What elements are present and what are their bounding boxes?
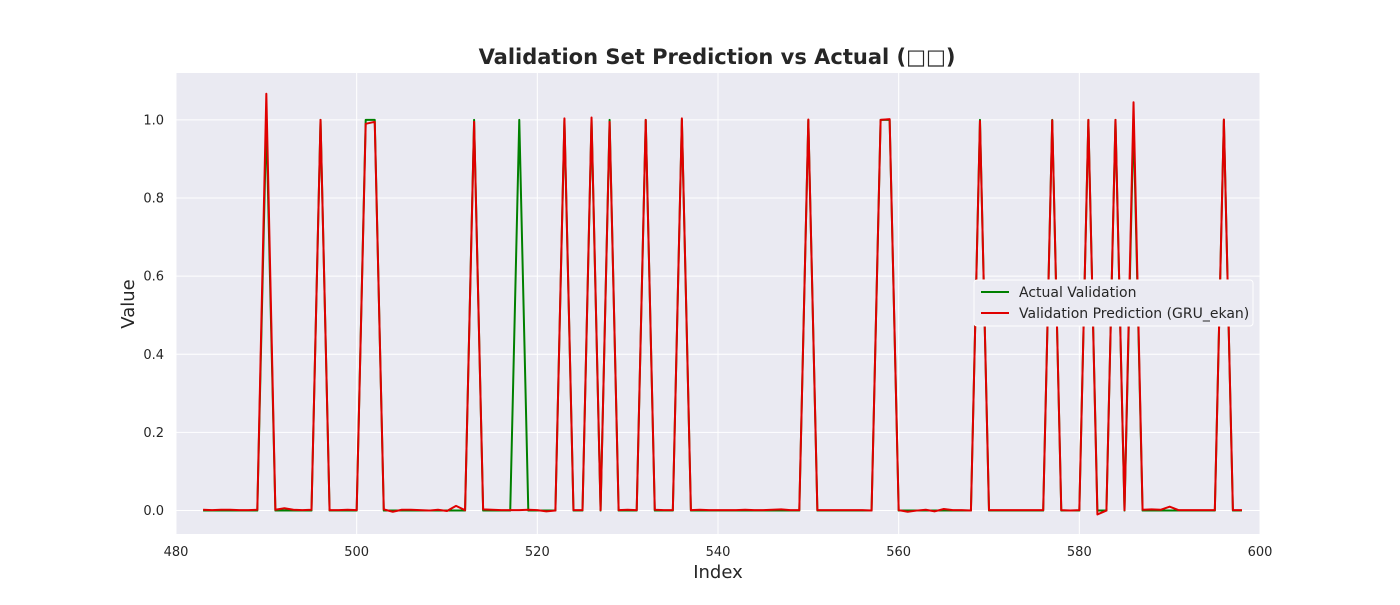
y-tick-label: 0.8 bbox=[143, 192, 164, 207]
y-tick-label: 1.0 bbox=[143, 113, 164, 128]
legend-box bbox=[973, 279, 1254, 327]
x-tick-label: 520 bbox=[525, 545, 550, 560]
x-tick-label: 480 bbox=[164, 545, 189, 560]
x-tick-label: 540 bbox=[706, 545, 731, 560]
legend-label-actual: Actual Validation bbox=[1019, 285, 1136, 301]
y-tick-label: 0.6 bbox=[143, 270, 164, 285]
y-axis-label: Value bbox=[118, 279, 139, 328]
x-tick-label: 580 bbox=[1067, 545, 1092, 560]
legend-label-prediction: Validation Prediction (GRU_ekan) bbox=[1019, 306, 1249, 322]
tick-labels: 480 500 520 540 560 580 600 0.0 0.2 0.4 0.6 0.8 1.0 bbox=[143, 113, 1272, 560]
x-axis-label: Index bbox=[693, 562, 743, 583]
chart-title: Validation Set Prediction vs Actual (□□) bbox=[479, 45, 956, 69]
y-tick-label: 0.0 bbox=[143, 504, 164, 519]
x-tick-label: 560 bbox=[886, 545, 911, 560]
series-line-prediction bbox=[203, 92, 1242, 516]
x-tick-label: 600 bbox=[1248, 545, 1273, 560]
y-tick-label: 0.2 bbox=[143, 426, 164, 441]
y-tick-label: 0.4 bbox=[143, 348, 164, 363]
series-lines bbox=[203, 92, 1242, 516]
legend: Actual Validation Validation Prediction … bbox=[973, 279, 1254, 327]
x-tick-label: 500 bbox=[344, 545, 369, 560]
